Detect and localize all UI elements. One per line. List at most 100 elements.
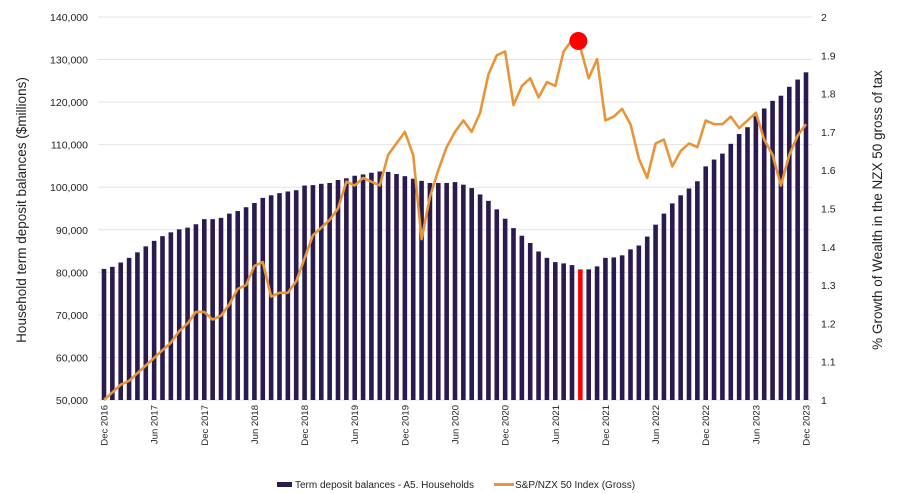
y-tick-label: 110,000: [51, 140, 88, 152]
peak-marker: [569, 31, 588, 50]
bar: [419, 180, 424, 400]
y2-tick-label: 1.1: [821, 357, 836, 369]
x-tick-label: Jun 2019: [350, 405, 361, 444]
bar: [394, 174, 399, 400]
bar: [151, 240, 157, 400]
bar: [644, 236, 650, 400]
bar: [285, 191, 291, 400]
bar: [544, 257, 550, 400]
bar: [786, 86, 792, 401]
x-tick-label: Dec 2023: [802, 405, 813, 446]
line-series: [103, 31, 808, 401]
bar: [519, 235, 525, 400]
bar: [502, 218, 508, 400]
bar: [243, 207, 249, 400]
bar: [344, 178, 349, 400]
bar: [452, 182, 458, 400]
bar: [176, 229, 182, 400]
bar: [227, 213, 232, 400]
y-tick-label: 60,000: [56, 352, 88, 364]
bar: [210, 219, 215, 400]
bar: [277, 193, 282, 400]
y-tick-label: 70,000: [56, 310, 88, 322]
bar: [761, 108, 767, 400]
y2-tick-label: 1.2: [821, 318, 836, 330]
bar: [126, 257, 132, 400]
bar: [661, 213, 667, 400]
bar: [770, 100, 775, 400]
bar: [201, 219, 207, 400]
bar: [703, 166, 709, 400]
bar: [444, 182, 449, 400]
bar: [527, 242, 533, 400]
y2-tick-label: 1.8: [821, 89, 836, 101]
bar: [636, 245, 642, 400]
y-tick-label: 90,000: [56, 225, 88, 237]
x-tick-label: Jun 2023: [751, 405, 762, 444]
bar: [669, 203, 675, 400]
bar: [110, 266, 115, 400]
x-tick-label: Dec 2018: [300, 405, 311, 446]
line-path: [103, 38, 808, 401]
bar: [720, 153, 725, 400]
x-tick-label: Dec 2019: [400, 405, 411, 446]
y-tick-label: 120,000: [50, 97, 88, 109]
x-axis-ticks: Dec 2016 Jun 2017 Dec 2017 Jun 2018 Dec 2018…: [100, 405, 813, 446]
bar: [745, 127, 750, 401]
bar: [461, 184, 466, 400]
x-tick-label: Dec 2022: [701, 405, 712, 446]
bar: [561, 263, 566, 400]
bar: [711, 159, 717, 400]
bar: [628, 249, 633, 400]
y2-tick-label: 1.3: [821, 280, 836, 292]
bar: [235, 211, 241, 400]
bar: [469, 188, 475, 400]
bar: [335, 179, 341, 400]
bar: [619, 255, 625, 400]
y-tick-label: 140,000: [50, 12, 88, 24]
bar: [511, 228, 516, 400]
bar: [586, 269, 592, 400]
bar: [402, 176, 408, 400]
left-axis-ticks: 50,000 60,000 70,000 80,000 90,000 100,000 110…: [50, 12, 88, 407]
y2-tick-label: 2: [821, 12, 827, 24]
bar: [477, 194, 483, 400]
bar: [486, 200, 491, 400]
bar: [377, 171, 383, 400]
bar: [803, 72, 809, 401]
x-tick-label: Dec 2021: [601, 405, 612, 446]
bar: [385, 171, 391, 400]
bar: [552, 262, 558, 400]
bar: [318, 183, 324, 400]
bar: [168, 232, 174, 400]
bar: [143, 246, 149, 400]
bar: [160, 236, 165, 400]
bar: [369, 172, 374, 400]
bar: [293, 190, 299, 400]
x-tick-label: Jun 2020: [451, 405, 462, 444]
bar: [594, 266, 600, 400]
bar: [753, 116, 759, 400]
bar: [327, 182, 332, 400]
y2-tick-label: 1: [821, 395, 827, 407]
legend-label-line: S&P/NZX 50 Index (Gross): [515, 480, 635, 491]
x-tick-label: Dec 2020: [501, 405, 512, 446]
bar: [678, 195, 683, 400]
bar: [653, 224, 658, 400]
x-tick-label: Dec 2016: [100, 405, 111, 446]
legend-label-bars: Term deposit balances - A5. Households: [295, 480, 474, 491]
x-tick-label: Jun 2018: [250, 405, 261, 444]
bar: [135, 252, 140, 400]
bar: [185, 227, 190, 400]
x-tick-label: Dec 2017: [200, 405, 211, 446]
bar: [310, 185, 316, 400]
bar: [118, 262, 124, 400]
x-tick-label: Jun 2022: [651, 405, 662, 444]
x-tick-label: Jun 2017: [150, 405, 161, 444]
y-tick-label: 100,000: [50, 182, 88, 194]
bar: [252, 202, 257, 400]
bar: [352, 175, 358, 400]
bar: [686, 188, 692, 400]
right-axis-ticks: 1 1.1 1.2 1.3 1.4 1.5 1.6 1.7 1.8 1.9 2: [821, 12, 836, 407]
